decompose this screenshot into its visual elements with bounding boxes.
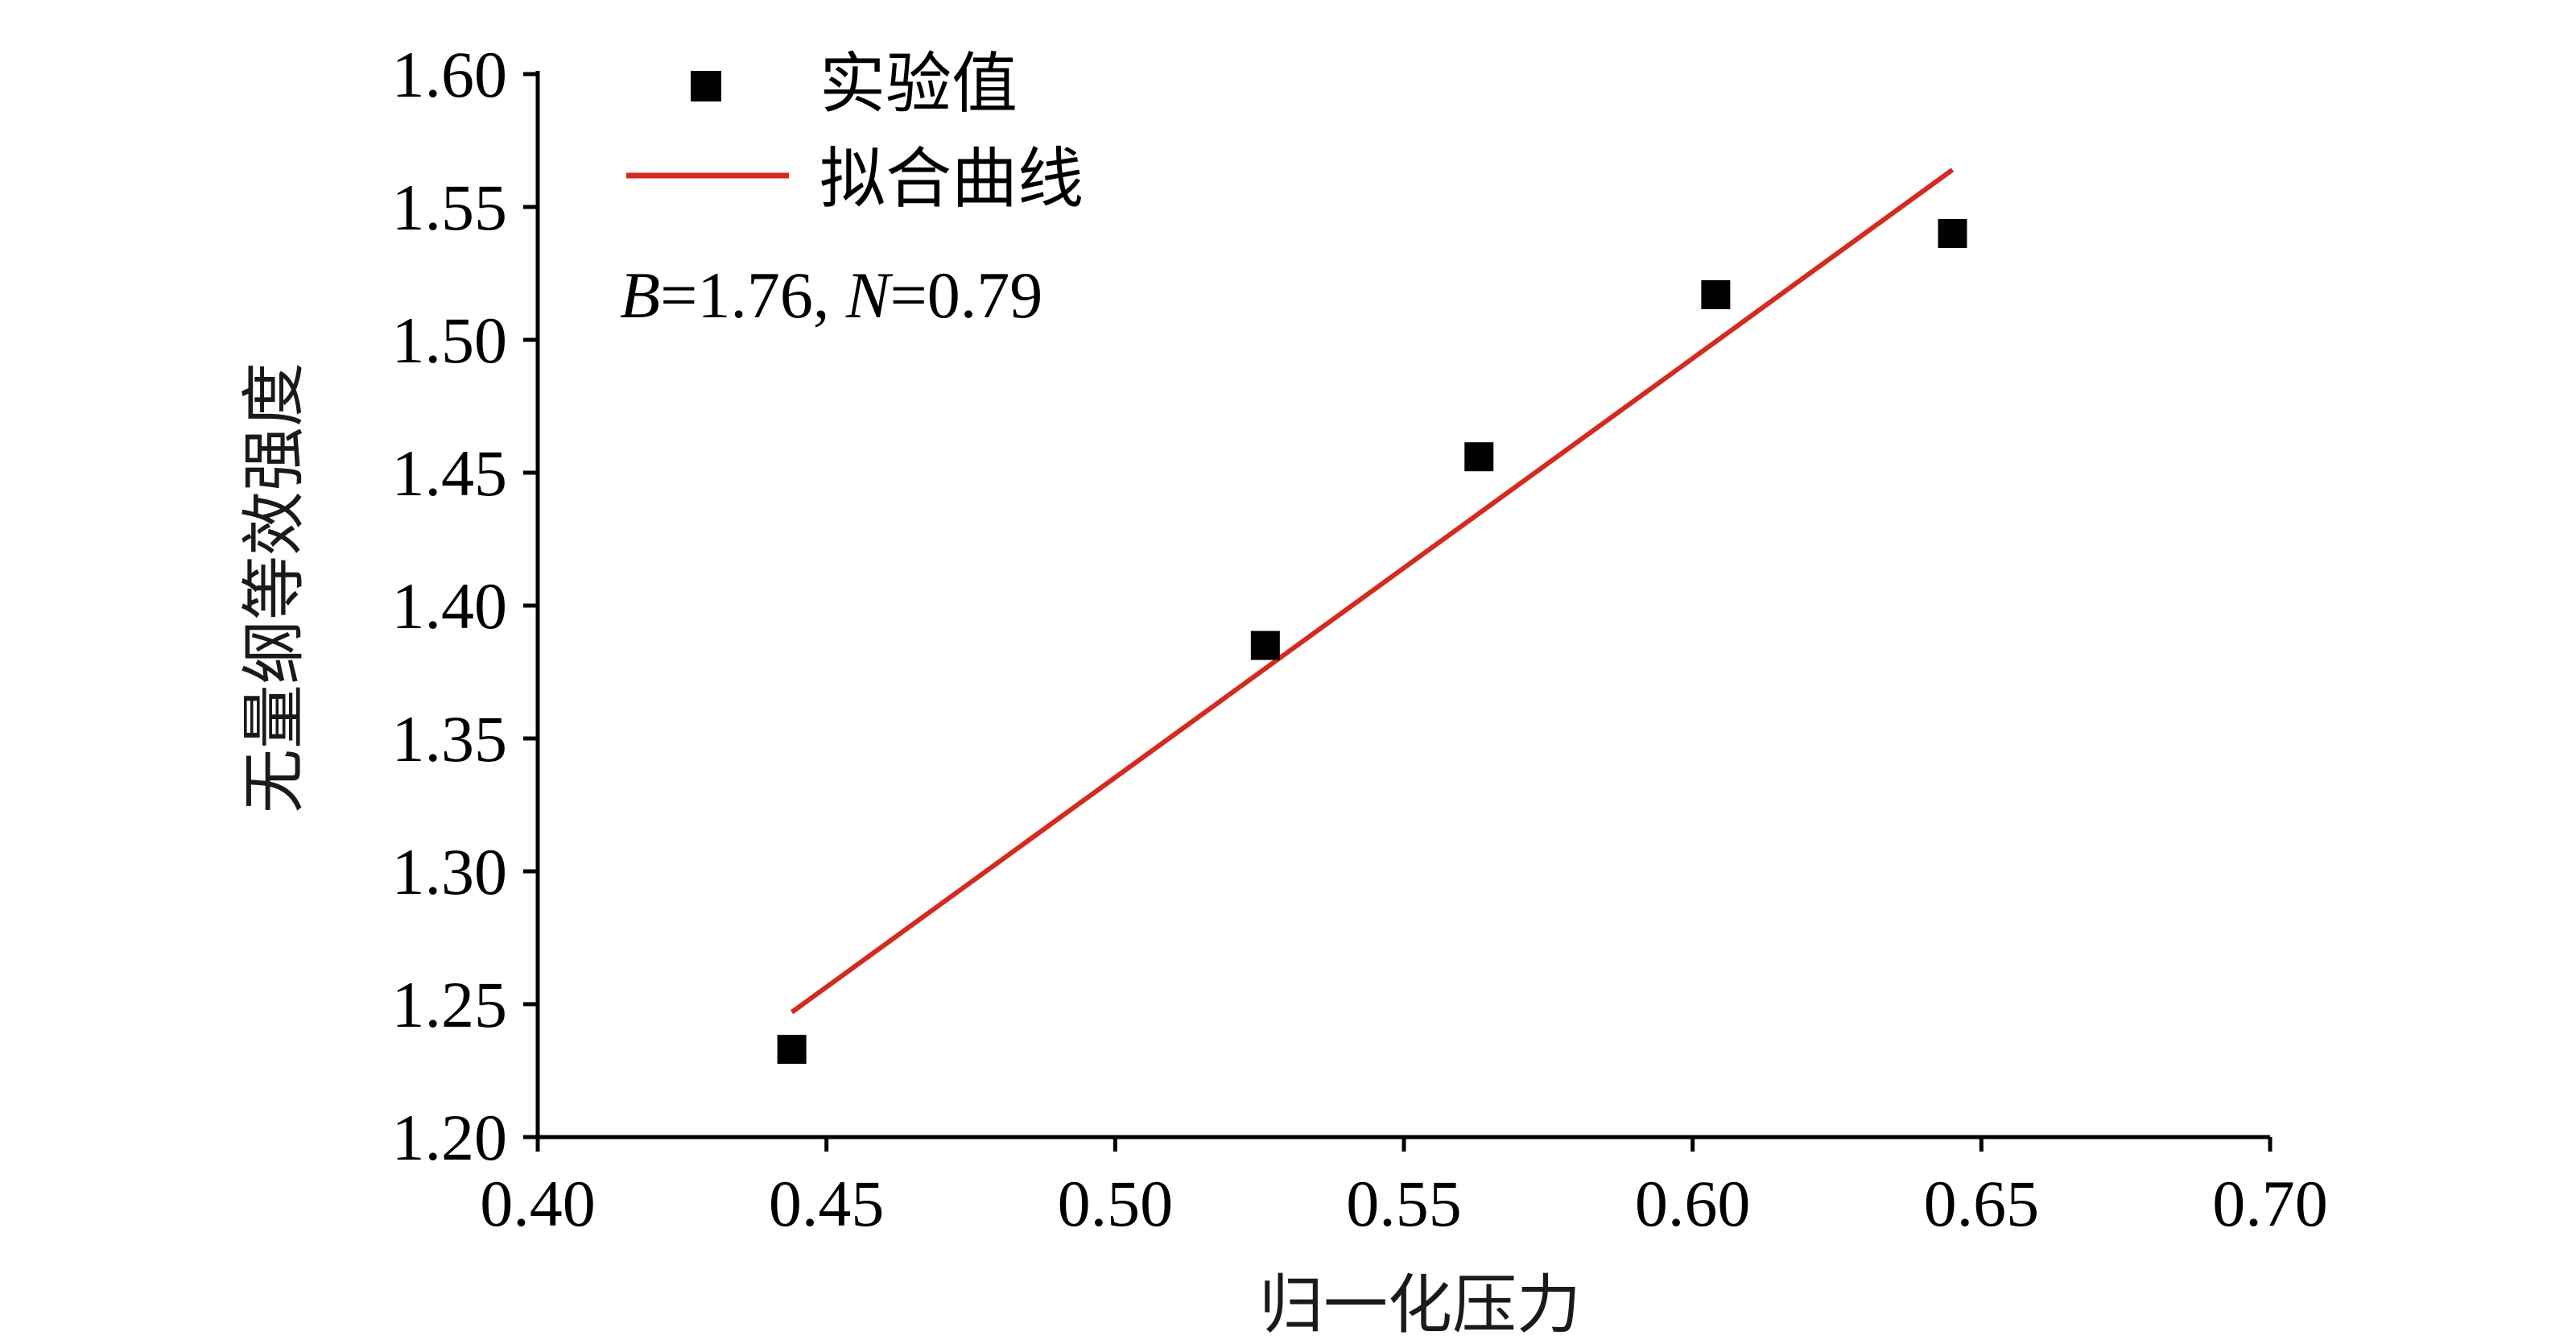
- axes: [535, 71, 2270, 1139]
- y-axis-title: 无量纲等效强度: [237, 362, 312, 813]
- param-n-label: N: [845, 258, 894, 332]
- param-n-value: =0.79: [890, 258, 1043, 332]
- y-tick-label: 1.30: [392, 835, 508, 908]
- x-axis-title: 归一化压力: [1259, 1268, 1581, 1340]
- y-tick-label: 1.40: [392, 569, 508, 643]
- x-tick-label: 0.50: [1058, 1167, 1174, 1240]
- x-tick-label: 0.40: [480, 1167, 596, 1240]
- y-tick-label: 1.45: [392, 436, 508, 510]
- y-tick-label: 1.35: [392, 702, 508, 775]
- y-tick-label: 1.25: [392, 968, 508, 1041]
- plot-area: [777, 168, 1967, 1065]
- param-b-value: =1.76,: [660, 258, 846, 332]
- legend-label-experimental: 实验值: [819, 46, 1018, 122]
- y-tick-label: 1.55: [392, 171, 508, 244]
- data-point: [1464, 442, 1494, 472]
- y-ticks: 1.20 1.25 1.30 1.35 1.40 1.45 1.50 1.55 1.60: [392, 38, 538, 1174]
- x-tick-label: 0.70: [2212, 1167, 2328, 1240]
- data-point: [1701, 279, 1731, 309]
- data-point: [1250, 631, 1280, 660]
- x-tick-label: 0.65: [1924, 1167, 2040, 1240]
- legend: 实验值 拟合曲线: [626, 46, 1084, 217]
- x-ticks: 0.40 0.45 0.50 0.55 0.60 0.65 0.70: [480, 1137, 2328, 1240]
- x-tick-label: 0.45: [769, 1167, 885, 1240]
- fit-parameters: B=1.76, N=0.79: [620, 258, 1042, 332]
- y-tick-label: 1.50: [392, 304, 508, 377]
- y-tick-label: 1.20: [392, 1101, 508, 1174]
- data-point: [777, 1035, 807, 1065]
- param-b-label: B: [620, 258, 660, 332]
- data-point: [1938, 219, 1967, 248]
- y-tick-label: 1.60: [392, 38, 508, 111]
- x-tick-label: 0.60: [1635, 1167, 1751, 1240]
- legend-label-fit: 拟合曲线: [819, 141, 1084, 217]
- x-tick-label: 0.55: [1346, 1167, 1462, 1240]
- legend-marker-experimental: [691, 71, 721, 101]
- fit-line: [790, 168, 1955, 1015]
